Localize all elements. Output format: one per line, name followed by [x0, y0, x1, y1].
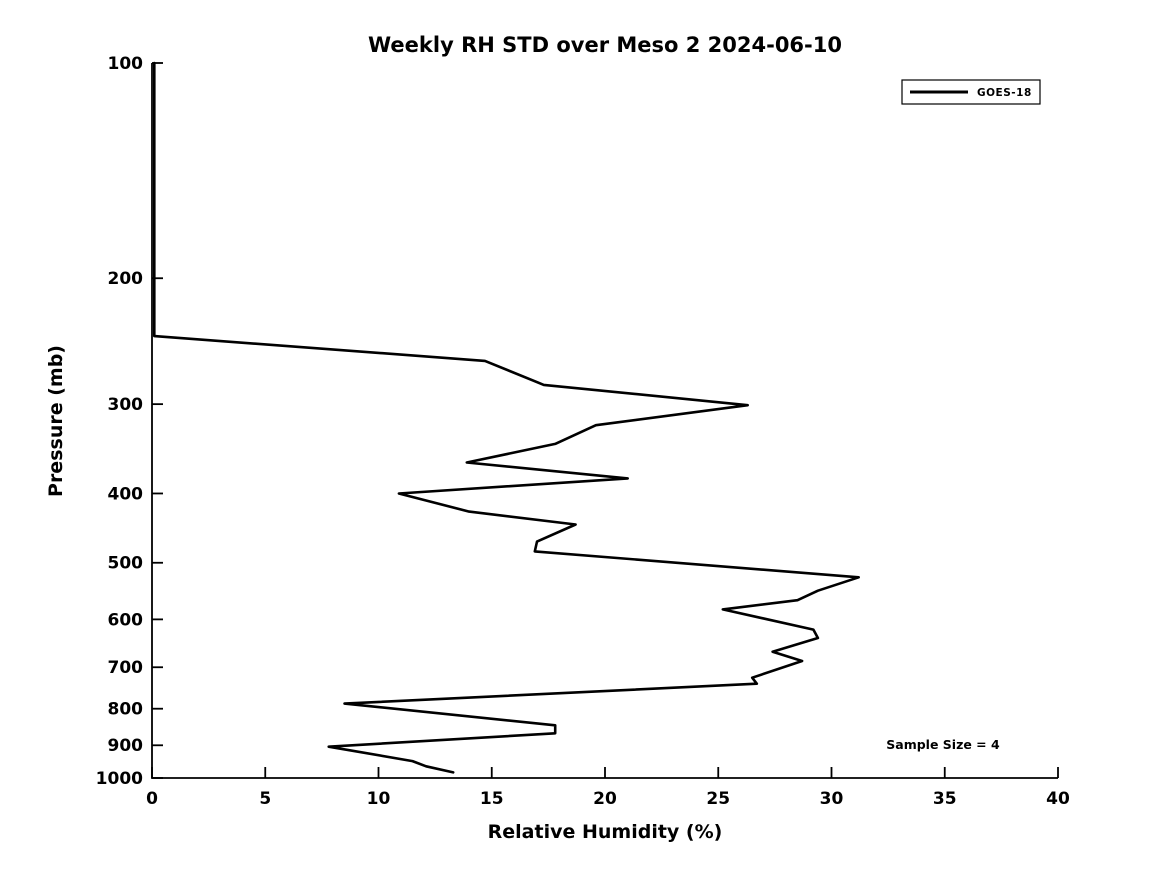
x-tick-label: 5: [259, 789, 271, 809]
x-tick-label: 40: [1046, 789, 1070, 809]
y-tick-label: 1000: [96, 769, 143, 789]
y-tick-label: 400: [108, 484, 144, 504]
x-axis-label: Relative Humidity (%): [488, 821, 723, 843]
x-tick-label: 30: [820, 789, 844, 809]
y-axis-label: Pressure (mb): [45, 345, 67, 497]
chart-title: Weekly RH STD over Meso 2 2024-06-10: [368, 33, 842, 57]
x-tick-label: 0: [146, 789, 158, 809]
y-tick-label: 200: [108, 269, 144, 289]
y-tick-label: 600: [108, 610, 144, 630]
data-series: [153, 61, 861, 774]
x-tick-label: 10: [367, 789, 391, 809]
x-tick-label: 20: [593, 789, 617, 809]
x-tick-label: 25: [706, 789, 730, 809]
y-tick-label: 700: [108, 658, 144, 678]
legend: GOES-18: [901, 79, 1041, 105]
y-tick-label: 500: [108, 554, 144, 574]
goes18-line: [153, 61, 861, 774]
sample-size-annotation: Sample Size = 4: [886, 737, 1000, 752]
y-tick-label: 800: [108, 700, 144, 720]
axis-spines: [151, 63, 1058, 779]
x-tick-label: 15: [480, 789, 504, 809]
y-tick-label: 900: [108, 736, 144, 756]
x-tick-label: 35: [933, 789, 957, 809]
legend-label: GOES-18: [977, 87, 1032, 99]
y-tick-label: 300: [108, 395, 144, 415]
y-tick-label: 100: [108, 54, 144, 74]
